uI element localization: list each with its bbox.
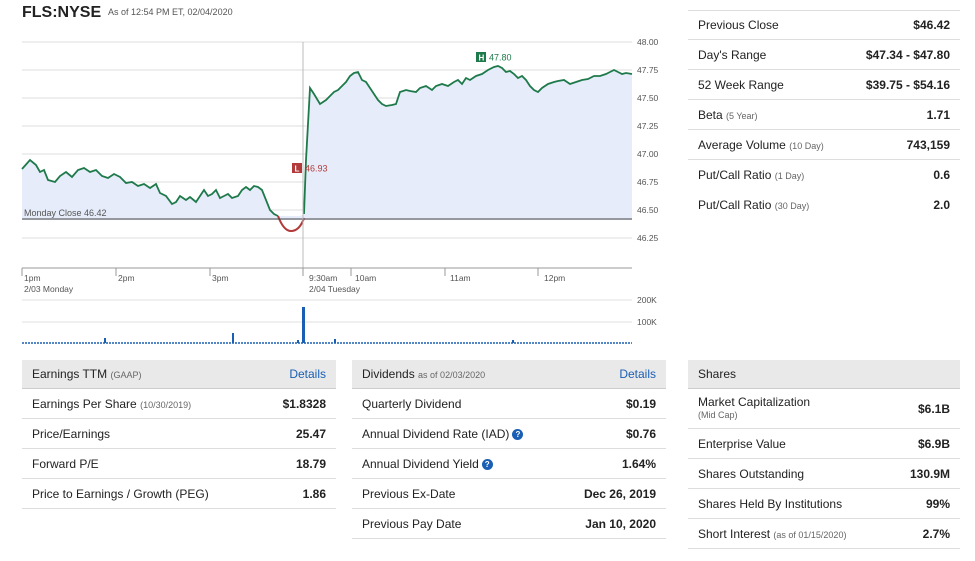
- stat-value: $47.34 - $47.80: [865, 47, 950, 62]
- price-line: [21, 158, 279, 217]
- help-icon[interactable]: ?: [512, 428, 524, 440]
- as-of-timestamp: As of 12:54 PM ET, 02/04/2020: [108, 7, 233, 17]
- dividends-title: Dividends: [362, 367, 415, 381]
- shares-row: Shares Outstanding 130.9M: [688, 459, 960, 489]
- volume-tick: 100K: [637, 317, 657, 327]
- dividends-details-link[interactable]: Details: [619, 367, 656, 381]
- volume-bar: [232, 333, 234, 343]
- shares-header: Shares: [688, 360, 960, 389]
- y-tick: 47.50: [637, 93, 659, 103]
- volume-bar: [104, 338, 106, 343]
- price-area: [22, 66, 632, 220]
- shares-title: Shares: [698, 367, 737, 381]
- earnings-row: Forward P/E 18.79: [22, 449, 336, 479]
- stat-value: 0.6: [933, 168, 950, 182]
- earnings-details-link[interactable]: Details: [289, 367, 326, 381]
- y-tick: 47.75: [637, 65, 659, 75]
- stat-row-put-call-30d: Put/Call Ratio (30 Day) 2.0: [698, 198, 950, 212]
- high-marker-letter: H: [479, 54, 485, 63]
- earnings-row: Earnings Per Share (10/30/2019) $1.8328: [22, 389, 336, 419]
- shares-row: Shares Held By Institutions 99%: [688, 489, 960, 519]
- volume-bar: [302, 307, 305, 343]
- stat-value: $39.75 - $54.16: [865, 77, 950, 92]
- shares-row: Enterprise Value $6.9B: [688, 429, 960, 459]
- earnings-panel: Earnings TTM (GAAP) Details Earnings Per…: [22, 360, 336, 509]
- stat-value: 1.71: [926, 107, 950, 122]
- stat-row-put-call-1d: Put/Call Ratio (1 Day) 0.6: [698, 168, 950, 182]
- shares-panel: Shares Market Capitalization (Mid Cap) $6…: [688, 360, 960, 549]
- stat-row-average-volume: Average Volume (10 Day) 743,159: [688, 130, 960, 160]
- x-tick-label: 11am: [450, 273, 471, 283]
- high-marker: [476, 52, 486, 62]
- x-tick-label: 1pm: [24, 273, 41, 283]
- dividends-panel: Dividends as of 02/03/2020 Details Quart…: [352, 360, 666, 539]
- dividend-row: Previous Ex-Date Dec 26, 2019: [352, 479, 666, 509]
- dividends-header: Dividends as of 02/03/2020 Details: [352, 360, 666, 389]
- x-tick-sublabel: 2/03 Monday: [24, 284, 74, 294]
- y-tick: 46.25: [637, 233, 659, 243]
- volume-bar: [512, 340, 514, 343]
- low-marker: [292, 163, 302, 173]
- stat-row-beta: Beta (5 Year) 1.71: [688, 100, 960, 130]
- earnings-row: Price/Earnings 25.47: [22, 419, 336, 449]
- dividend-row: Annual Dividend Yield? 1.64%: [352, 449, 666, 479]
- key-stats-panel: Previous Close $46.42 Day's Range $47.34…: [688, 10, 960, 220]
- y-tick: 46.50: [637, 205, 659, 215]
- volume-bars: [104, 307, 514, 343]
- x-tick-label: 3pm: [212, 273, 229, 283]
- x-tick-label: 12pm: [544, 273, 565, 283]
- price-chart[interactable]: Monday Close 46.42 H 47.80 L 46.93 48.00…: [0, 30, 680, 350]
- stat-row-previous-close: Previous Close $46.42: [688, 10, 960, 40]
- earnings-row: Price to Earnings / Growth (PEG) 1.86: [22, 479, 336, 509]
- price-line-open: [303, 65, 633, 215]
- previous-close-label: Monday Close 46.42: [24, 208, 107, 218]
- shares-row: Market Capitalization (Mid Cap) $6.1B: [688, 389, 960, 429]
- y-tick: 47.25: [637, 121, 659, 131]
- stat-value: $46.42: [913, 18, 950, 32]
- x-tick-label: 10am: [355, 273, 376, 283]
- stat-value: 2.0: [933, 198, 950, 212]
- volume-bar: [334, 339, 336, 343]
- stat-row-52-week-range: 52 Week Range $39.75 - $54.16: [688, 70, 960, 100]
- shares-row: Short Interest (as of 01/15/2020) 2.7%: [688, 519, 960, 549]
- x-tick-sublabel: 2/04 Tuesday: [309, 284, 361, 294]
- stat-value: 743,159: [906, 137, 950, 152]
- dividend-row: Annual Dividend Rate (IAD)? $0.76: [352, 419, 666, 449]
- below-close-segment: [277, 215, 305, 233]
- y-tick: 46.75: [637, 177, 659, 187]
- help-icon[interactable]: ?: [481, 458, 493, 470]
- low-marker-letter: L: [295, 165, 300, 174]
- stat-row-days-range: Day's Range $47.34 - $47.80: [688, 40, 960, 70]
- y-tick: 48.00: [637, 37, 659, 47]
- y-tick: 47.00: [637, 149, 659, 159]
- volume-bar: [297, 340, 299, 343]
- x-tick-label: 2pm: [118, 273, 135, 283]
- low-value: 46.93: [305, 164, 328, 174]
- x-tick-label: 9:30am: [309, 273, 337, 283]
- dividend-row: Quarterly Dividend $0.19: [352, 389, 666, 419]
- earnings-header: Earnings TTM (GAAP) Details: [22, 360, 336, 389]
- ticker-symbol: FLS:NYSE: [22, 4, 102, 21]
- earnings-title: Earnings TTM: [32, 367, 108, 381]
- dividend-row: Previous Pay Date Jan 10, 2020: [352, 509, 666, 539]
- volume-tick: 200K: [637, 295, 657, 305]
- high-value: 47.80: [489, 53, 512, 63]
